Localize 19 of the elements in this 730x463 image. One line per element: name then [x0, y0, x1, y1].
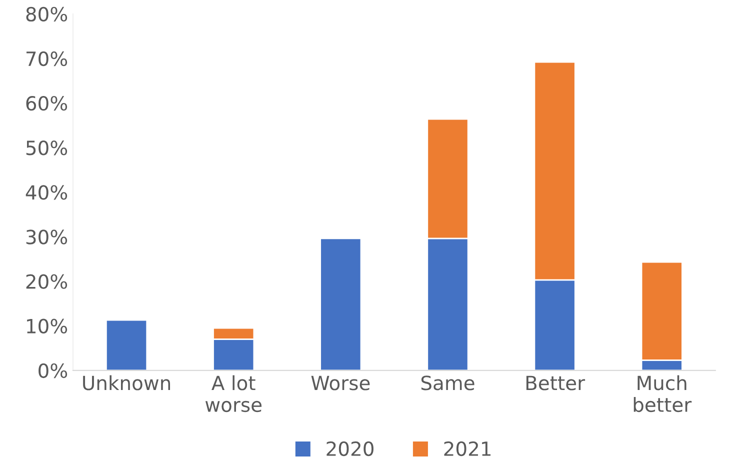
y-tick-label: 50%	[26, 140, 68, 156]
y-tick-label: 40%	[26, 185, 68, 200]
y-tick-label: 20%	[26, 274, 68, 289]
bar	[105, 319, 148, 370]
y-tick-label: 80%	[26, 6, 68, 22]
x-tick-label: Same	[421, 376, 474, 390]
x-tick-label: Unknown	[83, 375, 170, 390]
bar	[320, 238, 362, 370]
y-tick-label: 0%	[38, 363, 68, 378]
legend-label: 2021	[444, 441, 490, 456]
x-tick-label: Much better	[634, 375, 692, 412]
y-tick-label: 60%	[26, 96, 68, 111]
y-tick-label: 30%	[26, 230, 68, 244]
legend-label: 2020	[326, 441, 374, 456]
x-tick-label: A lot worse	[205, 375, 262, 412]
y-tick-label: 70%	[26, 51, 68, 66]
y-tick-label: 10%	[27, 318, 68, 334]
x-tick-label: Worse	[311, 376, 370, 390]
x-tick-label: Better	[526, 376, 586, 390]
